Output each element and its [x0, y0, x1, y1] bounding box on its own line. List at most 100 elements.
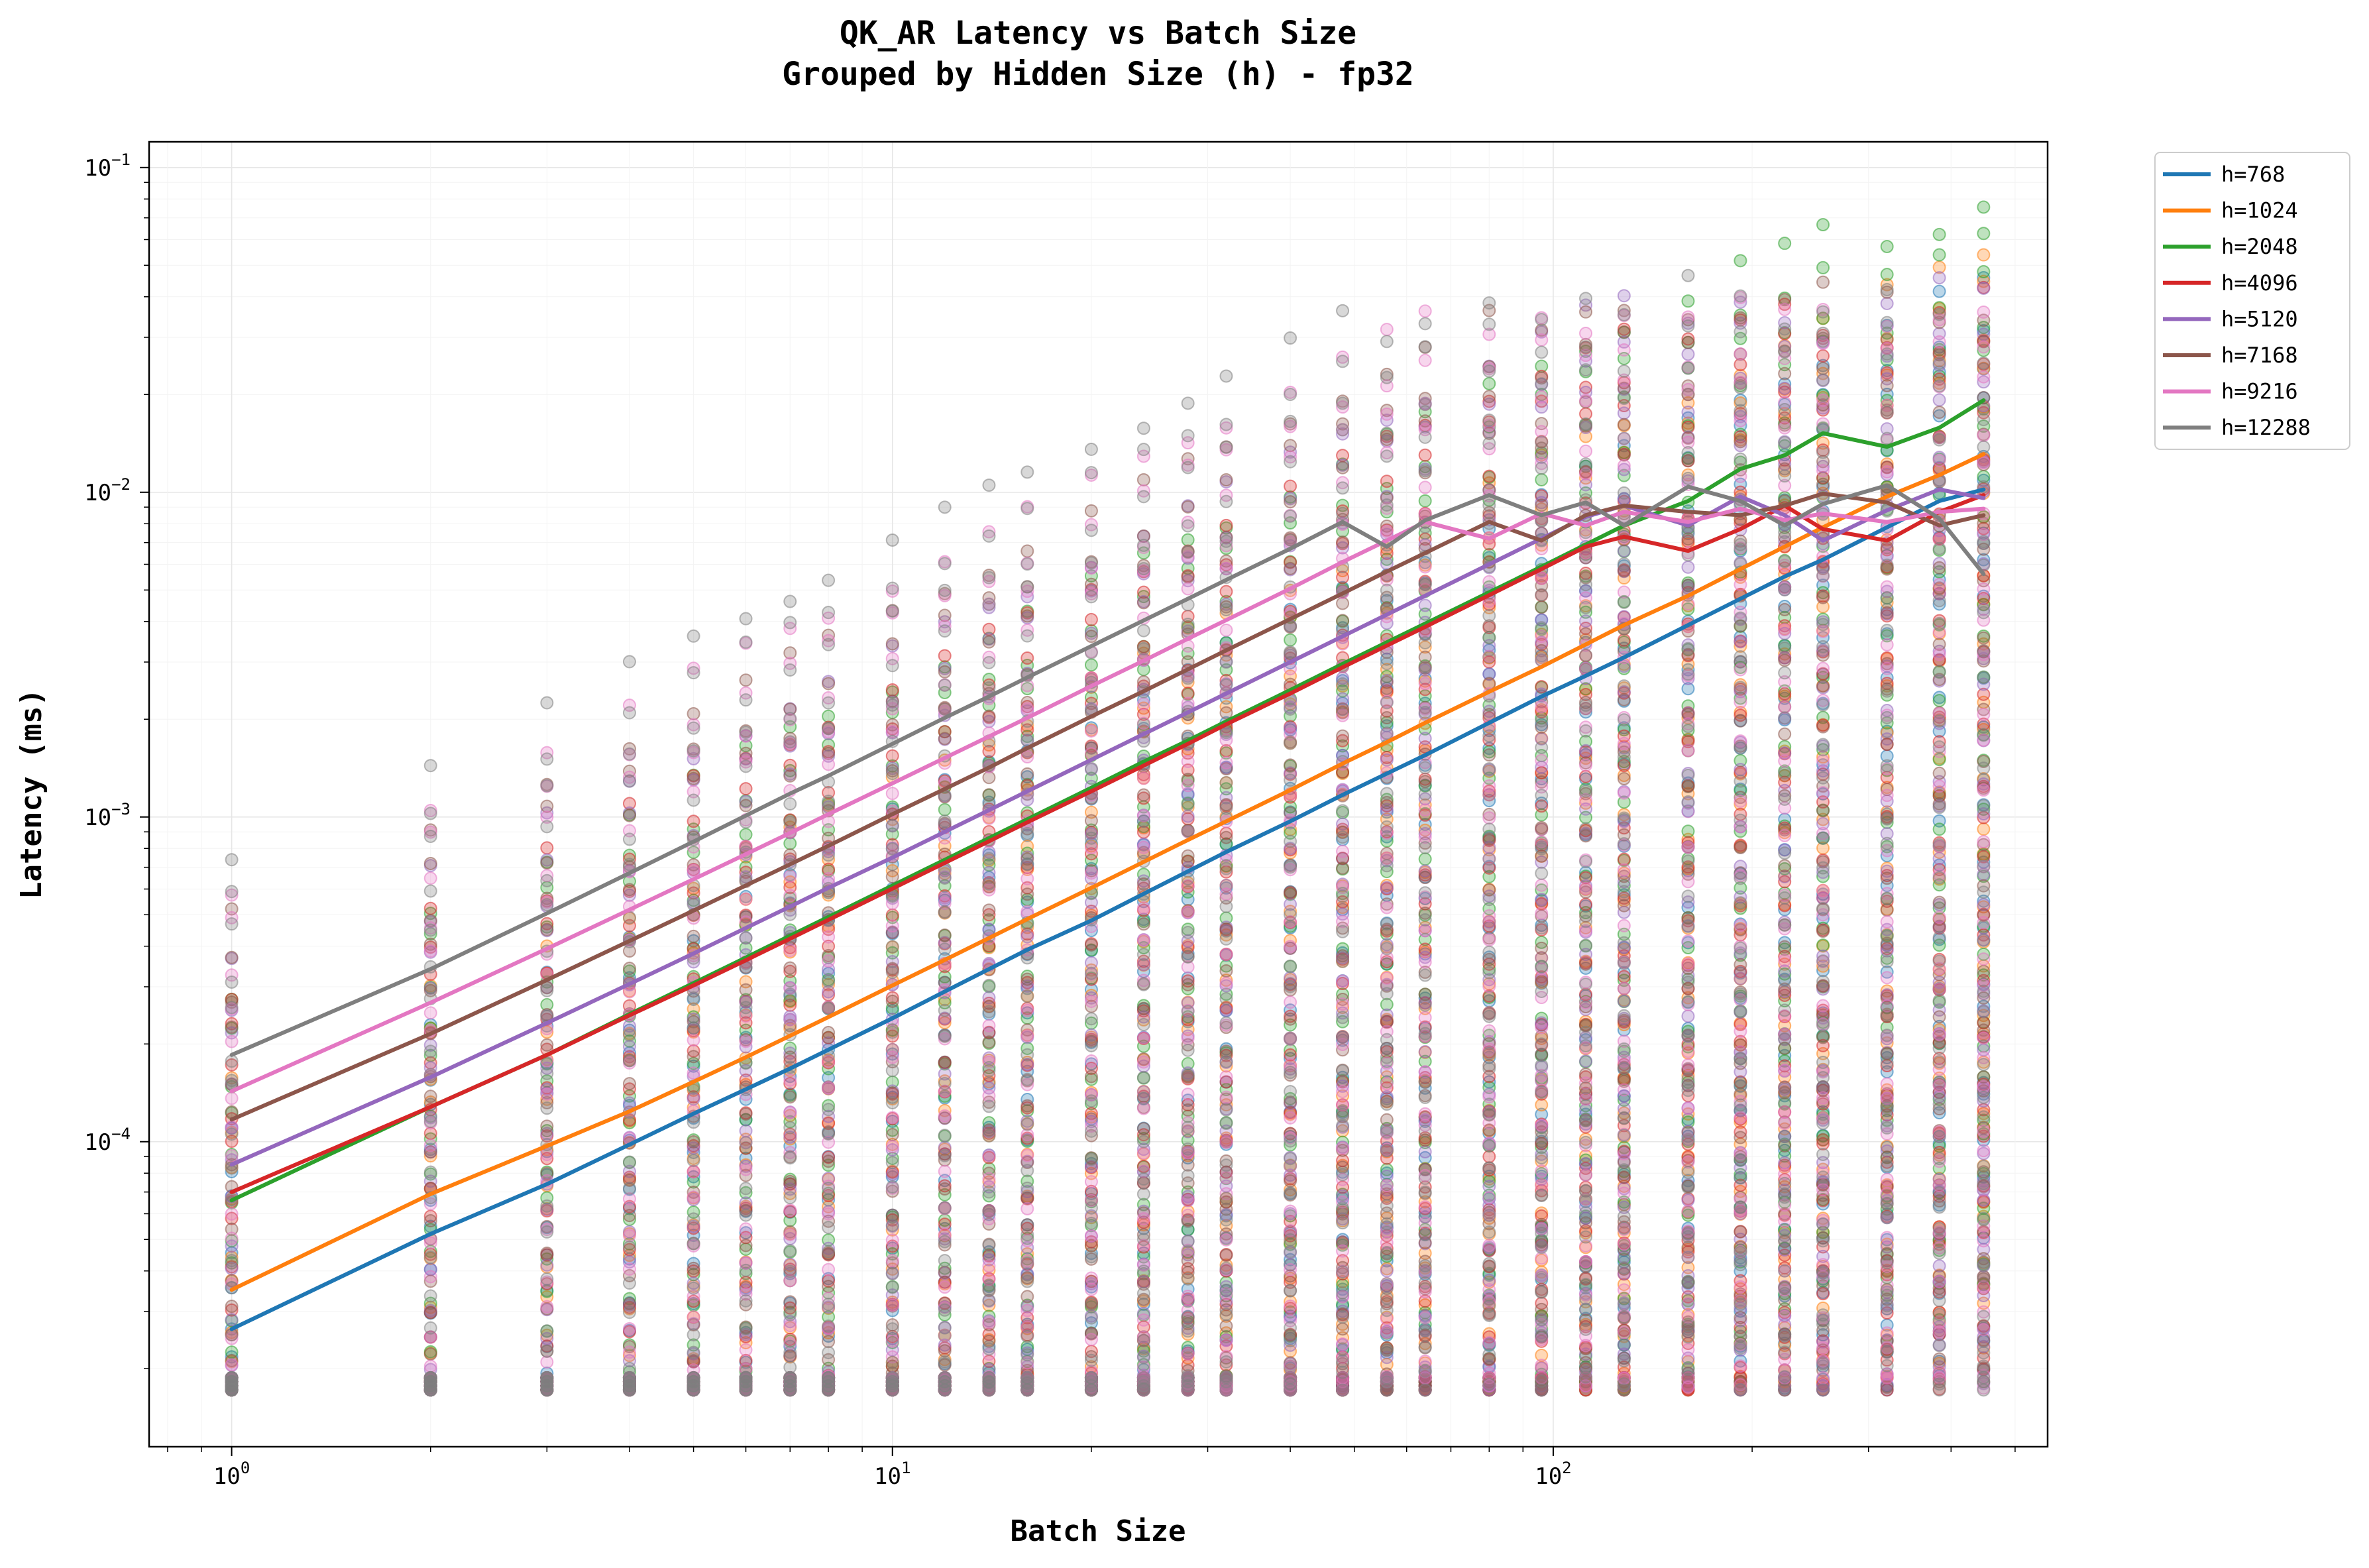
- scatter-point: [982, 866, 996, 879]
- scatter-point: [1932, 852, 1946, 866]
- scatter-point: [1681, 1194, 1695, 1207]
- scatter-point: [885, 908, 899, 922]
- scatter-point: [540, 1038, 554, 1052]
- scatter-point: [423, 1306, 437, 1319]
- scatter-point: [1579, 897, 1593, 911]
- scatter-point: [1932, 284, 1946, 298]
- scatter-point: [1181, 533, 1195, 547]
- scatter-point: [1734, 763, 1747, 777]
- scatter-point: [1482, 376, 1496, 390]
- scatter-point: [1681, 294, 1695, 308]
- scatter-point: [1734, 972, 1747, 985]
- scatter-points: [225, 200, 1991, 1397]
- scatter-point: [1778, 687, 1792, 701]
- scatter-point: [1880, 268, 1894, 282]
- scatter-point: [1932, 227, 1946, 241]
- scatter-point: [225, 1313, 239, 1327]
- scatter-point: [1778, 600, 1792, 614]
- scatter-point: [1482, 1180, 1496, 1194]
- scatter-point: [423, 1214, 437, 1228]
- scatter-point: [540, 856, 554, 870]
- scatter-point: [1535, 473, 1549, 486]
- scatter-point: [225, 1300, 239, 1314]
- scatter-point: [1816, 938, 1830, 952]
- plot-background: [149, 142, 2048, 1447]
- scatter-point: [1617, 994, 1631, 1008]
- scatter-point: [739, 782, 753, 796]
- scatter-point: [1084, 924, 1098, 938]
- scatter-point: [1816, 260, 1830, 274]
- scatter-point: [1734, 635, 1747, 649]
- scatter-point: [1380, 475, 1394, 488]
- scatter-point: [783, 998, 797, 1012]
- scatter-point: [1284, 479, 1297, 493]
- scatter-point: [1579, 1054, 1593, 1068]
- scatter-point: [1778, 237, 1792, 251]
- scatter-point: [1977, 227, 1991, 241]
- scatter-point: [1932, 822, 1946, 836]
- chart-subtitle: Grouped by Hidden Size (h) - fp32: [782, 56, 1414, 93]
- scatter-point: [1418, 852, 1432, 866]
- scatter-point: [1579, 1156, 1593, 1170]
- scatter-point: [622, 1023, 636, 1037]
- scatter-point: [1219, 1003, 1233, 1017]
- scatter-point: [1084, 658, 1098, 672]
- scatter-point: [885, 749, 899, 763]
- scatter-point: [822, 709, 836, 723]
- scatter-point: [1932, 271, 1946, 285]
- scatter-point: [1617, 633, 1631, 647]
- scatter-point: [1579, 744, 1593, 757]
- scatter-point: [687, 814, 700, 828]
- scatter-point: [1535, 1098, 1549, 1112]
- scatter-point: [1380, 830, 1394, 844]
- scatter-point: [1418, 1145, 1432, 1159]
- scatter-point: [1880, 239, 1894, 253]
- scatter-point: [1681, 405, 1695, 419]
- scatter-point: [1681, 682, 1695, 696]
- scatter-point: [739, 1226, 753, 1240]
- scatter-point: [1734, 630, 1747, 644]
- scatter-point: [1084, 1316, 1098, 1330]
- scatter-point: [540, 1119, 554, 1133]
- scatter-point: [423, 901, 437, 915]
- grid: [149, 142, 2048, 1447]
- scatter-point: [1418, 1045, 1432, 1059]
- scatter-point: [885, 683, 899, 697]
- scatter-point: [1418, 448, 1432, 462]
- scatter-point: [622, 1209, 636, 1223]
- scatter-point: [1681, 560, 1695, 574]
- scatter-point: [687, 929, 700, 943]
- scatter-point: [1418, 494, 1432, 508]
- plot-area: 100 101 102 10−110−210−310−4: [84, 140, 2049, 1490]
- scatter-point: [1380, 881, 1394, 895]
- scatter-point: [1778, 869, 1792, 883]
- scatter-point: [1816, 887, 1830, 901]
- scatter-point: [938, 803, 952, 816]
- scatter-point: [1380, 753, 1394, 767]
- scatter-point: [622, 962, 636, 976]
- scatter-point: [1284, 633, 1297, 647]
- scatter-point: [1084, 612, 1098, 626]
- scatter-point: [1778, 1156, 1792, 1170]
- scatter-point: [225, 950, 239, 964]
- scatter-point: [822, 1071, 836, 1085]
- scatter-point: [1681, 824, 1695, 838]
- scatter-point: [1778, 381, 1792, 395]
- scatter-point: [1816, 349, 1830, 363]
- scatter-point: [1219, 518, 1233, 532]
- scatter-point: [540, 1246, 554, 1260]
- scatter-point: [1482, 469, 1496, 483]
- scatter-point: [1617, 1301, 1631, 1315]
- scatter-point: [739, 1124, 753, 1138]
- scatter-point: [1681, 347, 1695, 361]
- scatter-point: [1734, 254, 1747, 268]
- scatter-point: [1880, 296, 1894, 310]
- scatter-point: [423, 856, 437, 870]
- scatter-point: [1020, 930, 1034, 944]
- scatter-point: [1617, 289, 1631, 303]
- scatter-point: [1418, 598, 1432, 612]
- scatter-point: [540, 1258, 554, 1272]
- scatter-point: [540, 799, 554, 813]
- scatter-point: [1977, 264, 1991, 278]
